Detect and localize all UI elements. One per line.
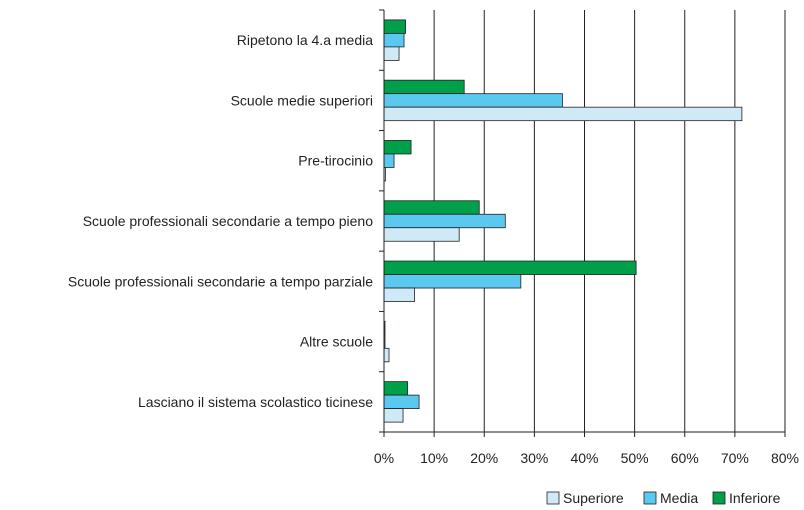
bar-media [383,93,563,108]
x-tick-label: 40% [570,450,598,466]
category-label: Scuole medie superiori [231,92,373,108]
legend-label: Inferiore [729,490,781,506]
bars [383,19,743,423]
category-label: Lasciano il sistema scolastico ticinese [138,394,373,410]
bar-media [383,213,506,229]
bar-inferiore [383,79,465,95]
bar-inferiore [383,140,412,155]
category-label: Pre-tirocinio [298,153,373,169]
bar-superiore [383,227,460,242]
x-tick-label: 0% [374,450,394,466]
x-tick-labels: 0% 10% 20% 30% 40% 50% 60% 70% 80% [374,450,799,466]
legend: Superiore Media Inferiore [546,490,781,506]
x-tick-label: 20% [470,450,498,466]
x-tick-label: 60% [671,450,699,466]
category-label: Scuole professionali secondarie a tempo … [68,273,373,289]
axes [379,9,786,437]
category-label: Ripetono la 4.a media [237,32,373,48]
category-labels: Ripetono la 4.a media Scuole medie superi… [68,32,373,410]
x-tick-label: 30% [520,450,548,466]
legend-swatch-media [643,491,657,505]
x-tick-label: 50% [621,450,649,466]
x-tick-label: 10% [420,450,448,466]
bar-inferiore [383,200,480,215]
legend-swatch-superiore [546,491,560,505]
x-tick-label: 80% [771,450,799,466]
bar-superiore [383,287,415,302]
bar-inferiore [383,381,408,396]
bar-media [383,32,405,48]
category-label: Altre scuole [300,334,373,350]
x-tick-label: 70% [721,450,749,466]
bar-superiore [383,408,404,423]
bar-superiore [383,347,390,363]
bar-inferiore [383,19,406,34]
grid-lines [433,10,786,432]
bar-superiore [383,46,400,61]
bar-superiore [383,106,743,122]
bar-media [383,274,522,289]
bar-media [383,153,395,168]
category-label: Scuole professionali secondarie a tempo … [83,213,374,229]
bar-inferiore [383,260,637,275]
legend-label: Media [660,490,698,506]
bar-media [383,394,420,410]
legend-swatch-inferiore [712,491,726,505]
legend-label: Superiore [563,490,624,506]
